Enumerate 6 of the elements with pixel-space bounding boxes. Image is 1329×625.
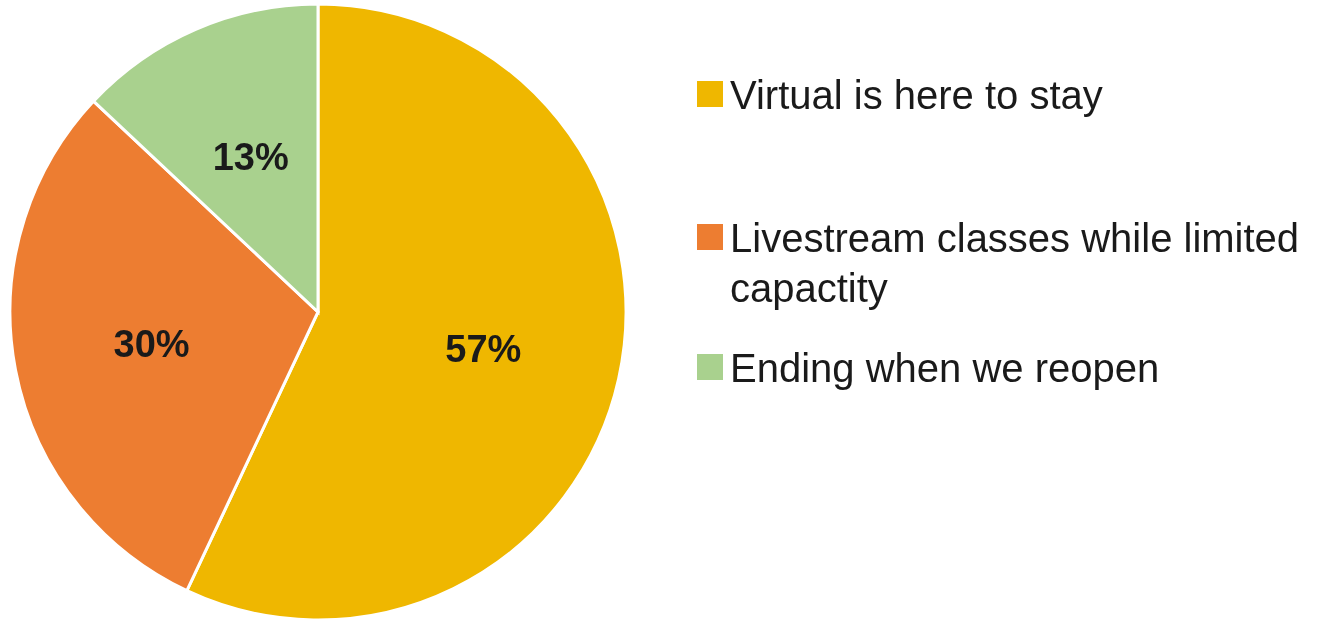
data-label: 57% [445, 327, 522, 370]
legend-label: Ending when we reopen [730, 346, 1160, 390]
legend-label: Livestream classes while limited capactity [730, 216, 1300, 310]
data-label: 30% [113, 322, 190, 365]
data-label: 13% [212, 135, 289, 178]
legend-label: Virtual is here to stay [730, 73, 1103, 117]
